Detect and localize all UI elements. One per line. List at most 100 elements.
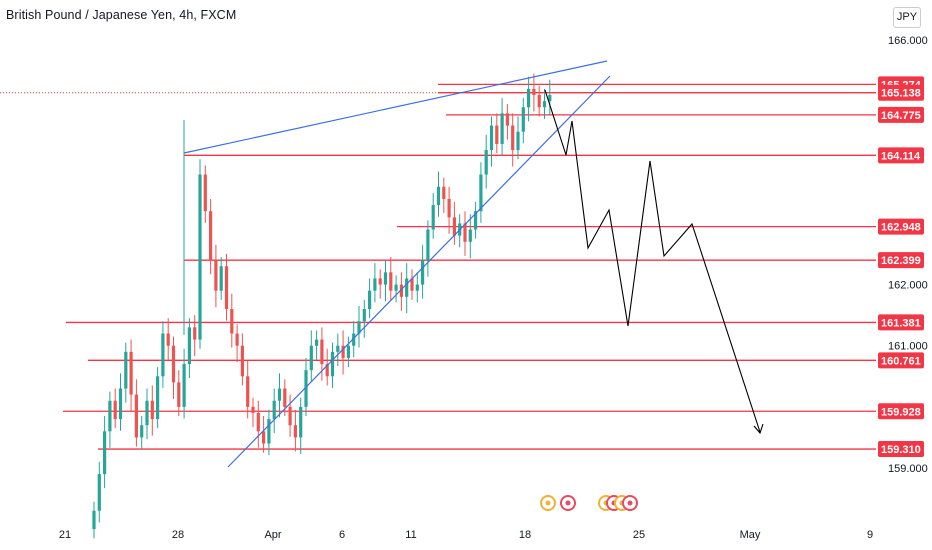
candle-body [187, 327, 191, 365]
candle-body [352, 333, 356, 346]
candle-body [193, 327, 197, 340]
event-icon-dot [545, 500, 551, 506]
y-tick-label: 161.000 [888, 341, 928, 353]
candle-body [489, 125, 494, 151]
candle-body [140, 425, 144, 438]
candle-body [452, 217, 456, 236]
event-icon-dot [565, 500, 571, 506]
x-tick-label: 18 [519, 529, 531, 541]
candle-body [267, 419, 271, 444]
candle-body [182, 364, 186, 407]
candle-body [272, 400, 276, 420]
candle-body [495, 125, 499, 144]
candle-body [103, 431, 107, 475]
candle-body [315, 339, 319, 346]
candle-body [251, 406, 255, 413]
event-icon-dot [627, 500, 633, 506]
candle-body [177, 382, 181, 407]
price-tag [878, 106, 924, 123]
candle-body [283, 388, 287, 407]
candle-body [124, 351, 128, 389]
candle-body [293, 425, 297, 438]
chart-title: British Pound / Japanese Yen, 4h, FXCM [6, 8, 237, 22]
candle-body [421, 260, 425, 285]
candle-body [113, 400, 117, 420]
candle-body [516, 131, 520, 151]
candle-body [500, 113, 504, 144]
trendline-upper [183, 60, 608, 154]
x-tick-label: 9 [867, 529, 873, 541]
x-tick-label: 11 [405, 529, 416, 541]
candle-body [442, 186, 446, 199]
candle-body [357, 321, 361, 334]
candle-body [548, 95, 552, 102]
y-tick-label: 162.000 [888, 280, 928, 292]
candle-body [156, 376, 160, 420]
candle-body [235, 333, 239, 346]
candle-body [209, 211, 213, 261]
x-tick-label: 28 [172, 529, 184, 541]
price-tag [878, 252, 924, 269]
price-tag-label: 164.114 [881, 150, 921, 162]
candle-body [447, 198, 451, 218]
currency-button[interactable]: JPY [893, 7, 921, 28]
candle-body [224, 266, 229, 310]
candle-body [97, 474, 101, 511]
price-tag-label: 162.399 [881, 255, 921, 267]
candle-body [426, 229, 430, 261]
candle-body [214, 260, 218, 291]
price-tag [878, 403, 924, 420]
price-tag-label: 161.381 [881, 317, 921, 329]
candle-body [542, 101, 547, 108]
candle-body [92, 510, 96, 530]
candle-body [219, 266, 223, 291]
candle-body [230, 309, 234, 334]
candle-body [378, 278, 382, 285]
candle-body [368, 290, 372, 310]
candle-body [532, 88, 536, 96]
x-tick-label: May [740, 529, 761, 541]
candle-body [436, 186, 441, 206]
candle-body [405, 278, 409, 297]
candle-body [474, 211, 478, 230]
candle-body [134, 394, 138, 438]
candle-body [410, 278, 414, 291]
candle-body [198, 174, 202, 340]
candle-body [537, 95, 541, 108]
candle-body [527, 88, 531, 108]
candle-body [431, 205, 435, 230]
candle-body [399, 284, 403, 297]
candle-body [309, 345, 313, 371]
candle-body [389, 272, 393, 291]
candle-body [330, 351, 335, 377]
candle-body [362, 309, 366, 322]
price-tag-label: 165.138 [881, 88, 921, 100]
price-tag-label: 160.761 [881, 355, 921, 367]
y-tick-label: 159.000 [888, 463, 928, 475]
candle-body [256, 412, 260, 432]
candle-body [108, 400, 112, 432]
candle-body [118, 388, 123, 420]
candle-body [240, 345, 244, 377]
x-tick-label: 6 [339, 529, 345, 541]
candle-body [161, 333, 165, 377]
candle-body [262, 431, 266, 444]
x-tick-label: 21 [59, 529, 71, 541]
candle-body [346, 345, 350, 358]
candle-body [203, 174, 207, 212]
candle-body [484, 150, 488, 175]
candle-body [288, 406, 292, 426]
candle-body [415, 284, 419, 291]
candle-body [468, 229, 472, 242]
price-tag [878, 84, 924, 101]
price-tag-label: 159.310 [881, 444, 921, 456]
candle-body [171, 345, 176, 383]
candle-body [341, 345, 345, 358]
candle-body [277, 388, 282, 401]
candle-body [129, 351, 133, 395]
candle-body [394, 284, 398, 291]
price-tag [878, 218, 924, 235]
candle-body [479, 174, 483, 212]
candle-body [521, 107, 525, 132]
